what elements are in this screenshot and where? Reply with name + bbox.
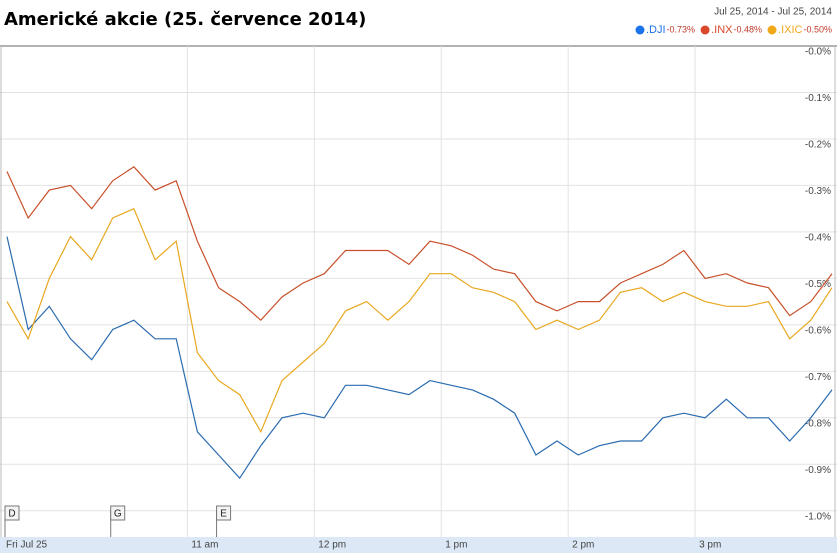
legend-change: -0.48%	[733, 24, 762, 34]
series-line	[6, 236, 833, 480]
x-tick-label: 1 pm	[445, 540, 467, 551]
flag-label: G	[114, 509, 122, 520]
chart-title: Americké akcie (25. července 2014)	[4, 9, 366, 30]
flag-box	[4, 505, 20, 521]
flag-label: D	[8, 509, 15, 520]
x-tick-label: 12 pm	[318, 540, 346, 551]
legend: -0.50%.IXIC -0.48%.INX -0.73%.DJI	[635, 24, 832, 36]
flag-label: E	[220, 509, 227, 520]
y-tick-label: -0.7%	[805, 372, 831, 383]
legend-swatch	[635, 25, 645, 35]
y-tick-label: -1.0%	[805, 511, 831, 522]
y-tick-label: -0.5%	[805, 279, 831, 290]
y-tick-label: -0.9%	[805, 465, 831, 476]
flag-box	[110, 505, 126, 521]
y-tick-label: -0.1%	[805, 93, 831, 104]
event-flag: G	[110, 505, 126, 537]
legend-label: .IXIC	[778, 24, 803, 36]
x-tick-label: 3 pm	[699, 540, 721, 551]
event-flag: D	[4, 505, 20, 537]
y-tick-label: -0.6%	[805, 325, 831, 336]
series-line	[6, 166, 833, 322]
legend-change: -0.50%	[803, 24, 832, 34]
legend-change: -0.73%	[667, 24, 696, 34]
x-tick-label: 2 pm	[572, 540, 594, 551]
x-axis-band	[0, 537, 837, 553]
flag-box	[216, 505, 232, 521]
event-flag: E	[216, 505, 232, 537]
y-tick-label: -0.0%	[805, 47, 831, 58]
x-tick-label: Fri Jul 25	[6, 540, 48, 551]
y-tick-label: -0.4%	[805, 233, 831, 244]
y-tick-label: -0.8%	[805, 418, 831, 429]
legend-swatch	[767, 25, 777, 35]
series-line	[6, 207, 833, 434]
y-tick-label: -0.2%	[805, 140, 831, 151]
date-range: Jul 25, 2014 - Jul 25, 2014	[714, 7, 832, 18]
y-tick-label: -0.3%	[805, 186, 831, 197]
legend-label: .INX	[711, 24, 733, 36]
legend-swatch	[700, 25, 710, 35]
legend-label: .DJI	[646, 24, 666, 36]
x-tick-label: 11 am	[191, 540, 218, 551]
